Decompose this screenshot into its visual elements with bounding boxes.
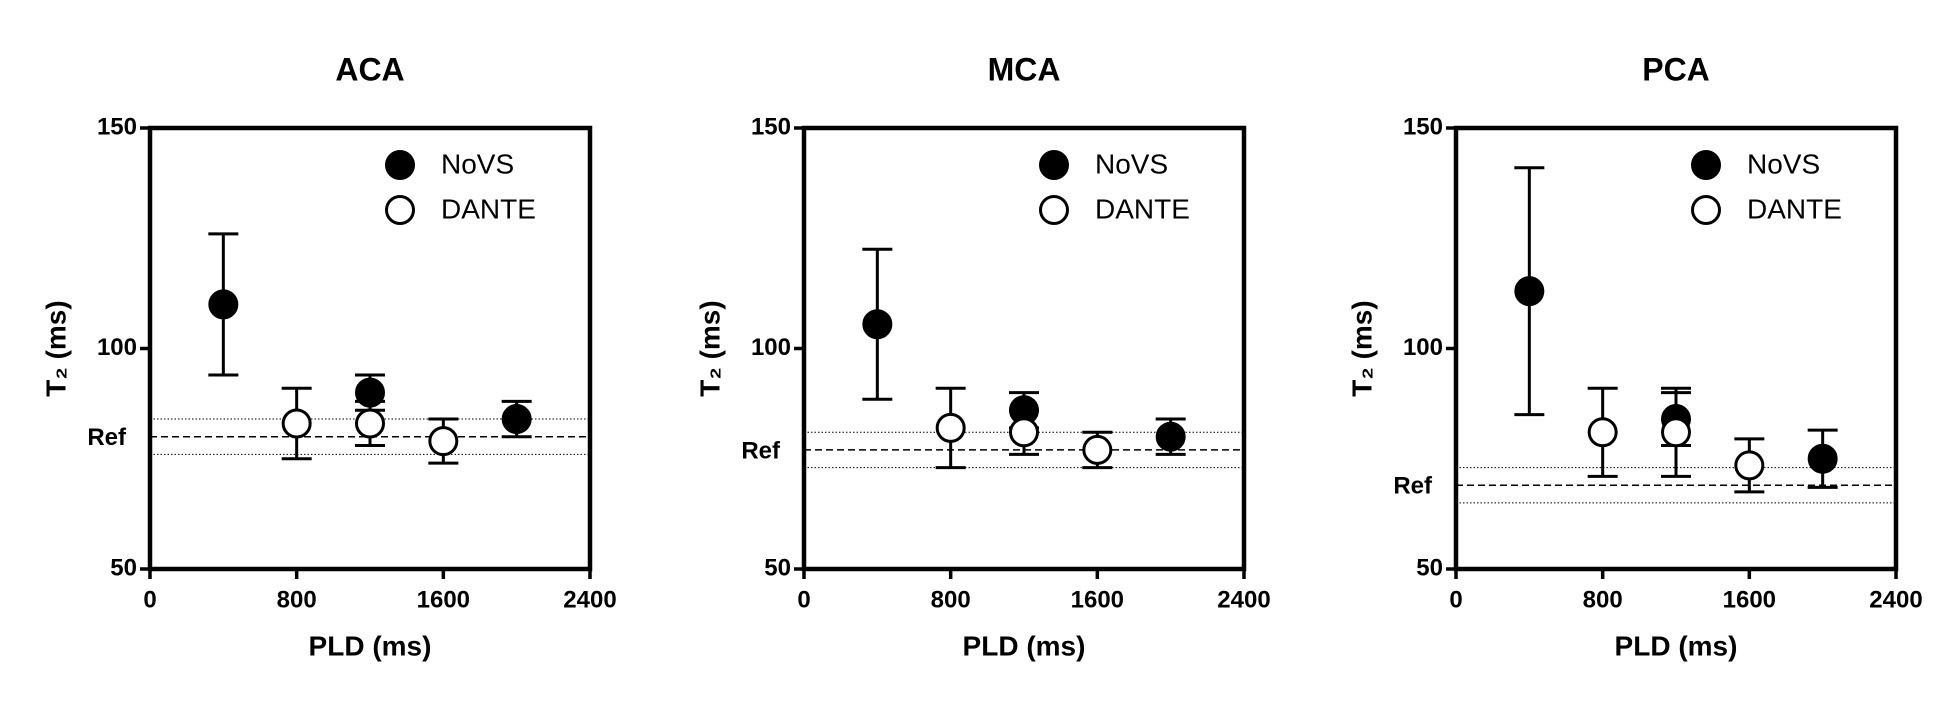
x-axis-label: PLD (ms) — [963, 630, 1086, 661]
data-point — [1661, 417, 1691, 448]
data-point — [1155, 421, 1186, 452]
y-axis-label: T₂ (ms) — [40, 300, 71, 396]
reference-label: Ref — [87, 424, 127, 451]
y-tick-label: 100 — [1403, 334, 1443, 361]
y-tick-label: 50 — [110, 554, 137, 581]
legend-label: NoVS — [441, 148, 514, 179]
x-tick-label: 2400 — [1217, 586, 1270, 613]
reference-label: Ref — [1393, 473, 1433, 500]
y-tick-label: 150 — [751, 113, 791, 140]
data-point — [935, 412, 966, 443]
y-tick-label: 100 — [751, 334, 791, 361]
chart-title: MCA — [988, 51, 1061, 87]
data-point — [501, 404, 532, 435]
x-axis-label: PLD (ms) — [1615, 630, 1738, 661]
y-axis-label: T₂ (ms) — [1346, 300, 1377, 396]
data-point — [1587, 417, 1618, 448]
y-tick-label: 150 — [1403, 113, 1443, 140]
legend-label: NoVS — [1747, 148, 1820, 179]
x-axis-label: PLD (ms) — [309, 630, 432, 661]
x-tick-label: 0 — [797, 586, 810, 613]
data-point — [1009, 417, 1039, 448]
x-tick-label: 0 — [1449, 586, 1462, 613]
legend-marker — [385, 150, 415, 180]
data-point — [1807, 443, 1838, 474]
chart-title: PCA — [1642, 51, 1710, 87]
panel: ACA Ref 50 100 150 0 800 1600 2400 PLD (ms) T₂ (ms… — [40, 51, 616, 661]
panel: MCA Ref 50 100 150 0 800 1600 2400 PLD (ms) T₂ (ms… — [694, 51, 1270, 661]
y-tick-label: 50 — [1416, 554, 1443, 581]
x-tick-label: 1600 — [417, 586, 470, 613]
legend-label: DANTE — [1095, 193, 1190, 224]
y-axis-label: T₂ (ms) — [694, 300, 725, 396]
data-point — [862, 309, 893, 340]
data-point — [355, 408, 385, 439]
legend-label: DANTE — [1747, 193, 1842, 224]
x-tick-label: 1600 — [1723, 586, 1776, 613]
y-tick-label: 50 — [764, 554, 791, 581]
chart-title: ACA — [335, 51, 404, 87]
data-point — [1514, 276, 1545, 307]
x-tick-label: 2400 — [1869, 586, 1922, 613]
legend-marker — [1691, 195, 1721, 225]
data-point — [281, 408, 312, 439]
legend-label: NoVS — [1095, 148, 1168, 179]
x-tick-label: 800 — [277, 586, 317, 613]
x-tick-label: 800 — [931, 586, 971, 613]
x-tick-label: 2400 — [563, 586, 616, 613]
data-point — [1082, 434, 1113, 465]
y-tick-label: 150 — [97, 113, 137, 140]
legend-label: DANTE — [441, 193, 536, 224]
panel: PCA Ref 50 100 150 0 800 1600 2400 PLD (ms) T₂ (ms… — [1346, 51, 1922, 661]
x-tick-label: 800 — [1583, 586, 1623, 613]
reference-label: Ref — [741, 437, 781, 464]
data-point — [208, 289, 239, 320]
y-tick-label: 100 — [97, 334, 137, 361]
legend-marker — [1039, 150, 1069, 180]
data-point — [428, 426, 459, 457]
x-tick-label: 1600 — [1071, 586, 1124, 613]
legend-marker — [1691, 150, 1721, 180]
x-tick-label: 0 — [143, 586, 156, 613]
data-point — [1734, 450, 1765, 481]
legend-marker — [385, 195, 415, 225]
legend-marker — [1039, 195, 1069, 225]
